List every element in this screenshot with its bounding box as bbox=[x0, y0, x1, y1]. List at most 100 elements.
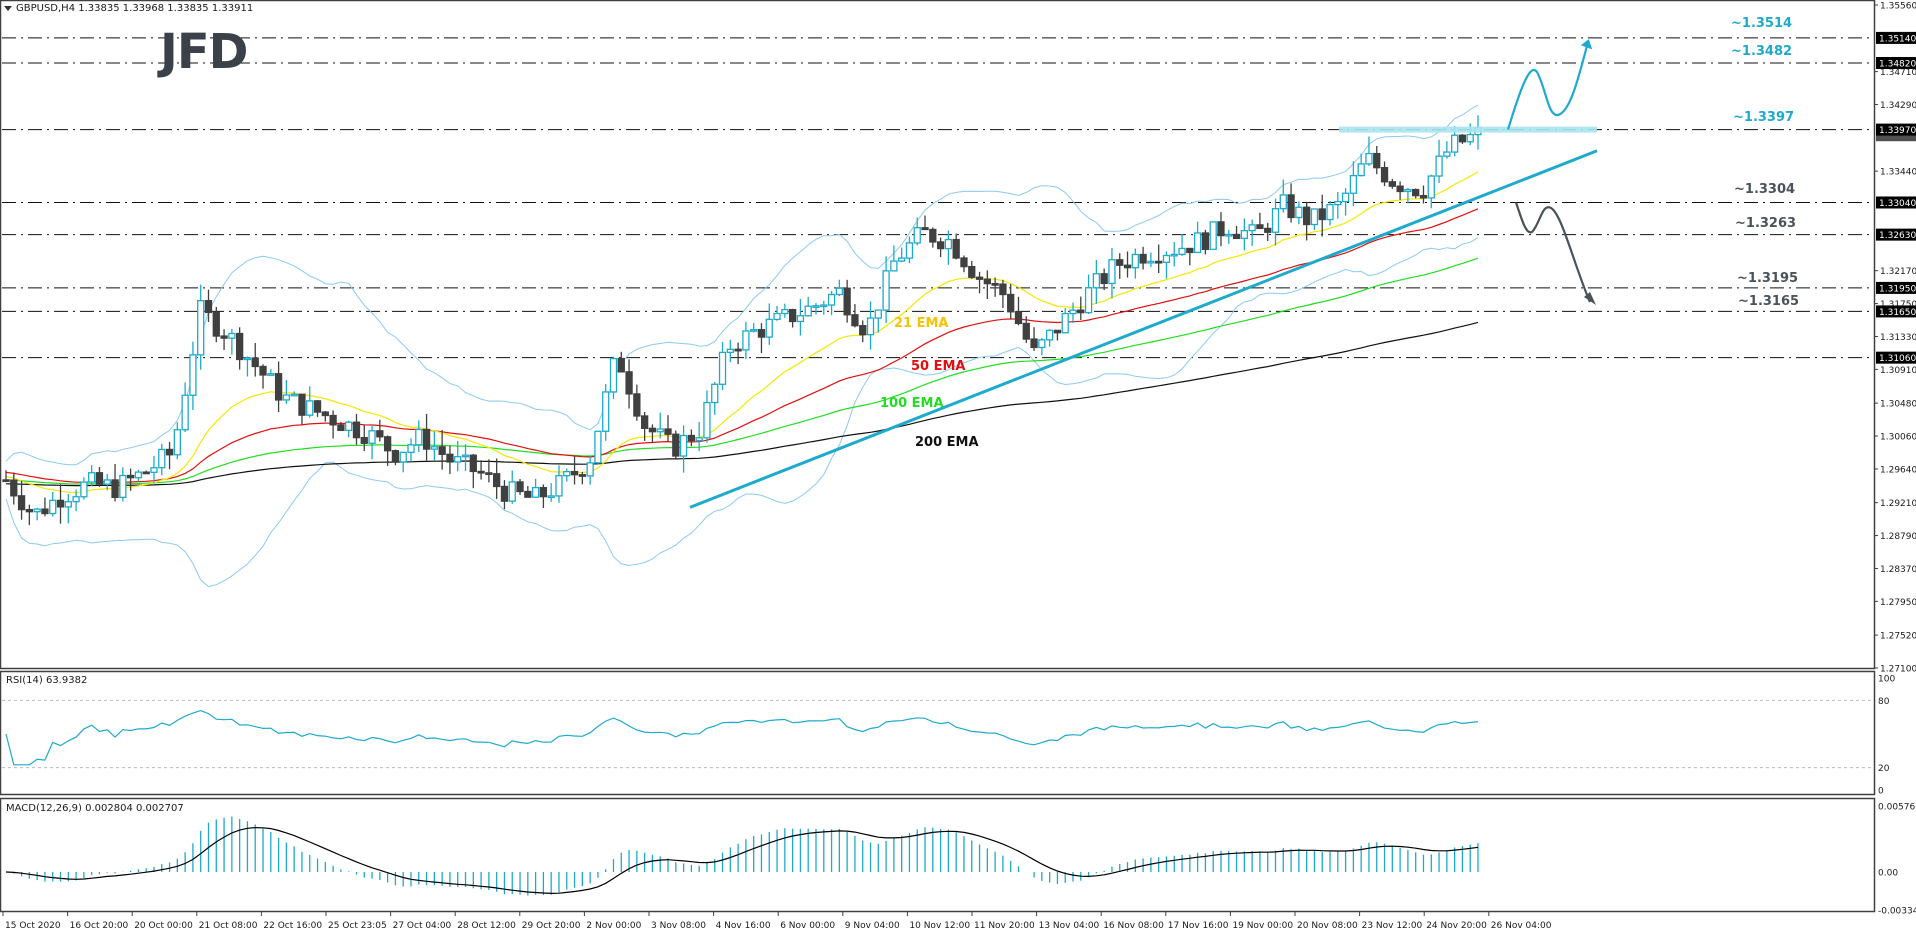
bear-candle[interactable] bbox=[298, 393, 306, 416]
bull-candle[interactable] bbox=[150, 467, 158, 473]
bear-candle[interactable] bbox=[10, 479, 18, 497]
bull-candle[interactable] bbox=[454, 456, 462, 463]
bull-candle[interactable] bbox=[586, 462, 594, 477]
bear-candle[interactable] bbox=[485, 472, 493, 476]
bear-candle[interactable] bbox=[274, 373, 283, 401]
bull-candle[interactable] bbox=[368, 430, 376, 444]
bear-candle[interactable] bbox=[734, 348, 742, 352]
bull-candle[interactable] bbox=[1038, 339, 1046, 349]
bull-candle[interactable] bbox=[345, 421, 353, 432]
bear-candle[interactable] bbox=[788, 308, 797, 323]
bull-candle[interactable] bbox=[1061, 312, 1069, 334]
bear-candle[interactable] bbox=[204, 300, 213, 314]
bull-candle[interactable] bbox=[430, 446, 439, 450]
bull-candle[interactable] bbox=[1450, 134, 1459, 153]
bear-candle[interactable] bbox=[1116, 259, 1124, 266]
bull-candle[interactable] bbox=[890, 260, 898, 272]
bull-candle[interactable] bbox=[547, 495, 555, 499]
bull-candle[interactable] bbox=[609, 357, 618, 393]
bull-candle[interactable] bbox=[1193, 232, 1202, 254]
bull-candle[interactable] bbox=[1170, 253, 1178, 257]
bear-candle[interactable] bbox=[329, 414, 337, 426]
bear-candle[interactable] bbox=[968, 265, 976, 278]
bull-candle[interactable] bbox=[1443, 151, 1451, 157]
bear-candle[interactable] bbox=[843, 287, 851, 316]
bull-candle[interactable] bbox=[835, 287, 844, 296]
bear-candle[interactable] bbox=[1077, 309, 1085, 314]
bull-candle[interactable] bbox=[1240, 229, 1248, 240]
bear-candle[interactable] bbox=[1380, 167, 1389, 183]
bull-candle[interactable] bbox=[726, 348, 734, 354]
uptrend-line[interactable] bbox=[689, 149, 1598, 509]
bull-candle[interactable] bbox=[1279, 194, 1287, 210]
bear-candle[interactable] bbox=[1201, 232, 1210, 250]
bear-candle[interactable] bbox=[757, 329, 766, 338]
bull-candle[interactable] bbox=[602, 391, 610, 432]
bull-candle[interactable] bbox=[898, 257, 906, 262]
bear-candle[interactable] bbox=[383, 436, 392, 452]
bear-candle[interactable] bbox=[1373, 152, 1381, 169]
bull-candle[interactable] bbox=[80, 481, 88, 498]
bear-candle[interactable] bbox=[1139, 253, 1147, 264]
bull-candle[interactable] bbox=[1271, 208, 1280, 233]
bull-candle[interactable] bbox=[1225, 233, 1233, 237]
bear-candle[interactable] bbox=[391, 450, 400, 463]
bear-candle[interactable] bbox=[1007, 293, 1015, 313]
bear-candle[interactable] bbox=[1419, 194, 1428, 199]
bear-candle[interactable] bbox=[111, 479, 119, 498]
bull-candle[interactable] bbox=[874, 309, 882, 319]
bear-candle[interactable] bbox=[236, 332, 244, 361]
bear-candle[interactable] bbox=[570, 470, 579, 476]
bull-candle[interactable] bbox=[72, 496, 80, 503]
bear-candle[interactable] bbox=[1303, 206, 1311, 226]
bear-candle[interactable] bbox=[1030, 338, 1038, 349]
bear-candle[interactable] bbox=[376, 430, 384, 438]
bull-candle[interactable] bbox=[228, 332, 236, 339]
bull-candle[interactable] bbox=[765, 318, 773, 338]
bull-candle[interactable] bbox=[594, 430, 602, 464]
bear-candle[interactable] bbox=[25, 508, 34, 513]
bear-candle[interactable] bbox=[672, 433, 680, 457]
bear-candle[interactable] bbox=[921, 227, 929, 231]
bear-candle[interactable] bbox=[17, 495, 26, 511]
bear-candle[interactable] bbox=[1155, 260, 1163, 264]
bull-candle[interactable] bbox=[555, 475, 563, 497]
bull-candle[interactable] bbox=[866, 317, 875, 336]
bear-candle[interactable] bbox=[1232, 233, 1241, 240]
bull-candle[interactable] bbox=[773, 312, 781, 321]
bull-candle[interactable] bbox=[33, 508, 41, 513]
bull-candle[interactable] bbox=[905, 242, 914, 259]
bear-candle[interactable] bbox=[999, 283, 1007, 296]
bull-candle[interactable] bbox=[1162, 254, 1171, 263]
bear-candle[interactable] bbox=[524, 490, 532, 498]
bull-candle[interactable] bbox=[1310, 208, 1319, 226]
bull-candle[interactable] bbox=[750, 329, 758, 332]
bull-candle[interactable] bbox=[64, 500, 72, 508]
bear-candle[interactable] bbox=[936, 241, 945, 250]
bull-candle[interactable] bbox=[407, 444, 415, 454]
bull-candle[interactable] bbox=[399, 451, 407, 463]
bull-candle[interactable] bbox=[804, 305, 812, 317]
bull-candle[interactable] bbox=[1069, 309, 1077, 315]
bear-candle[interactable] bbox=[1412, 188, 1420, 197]
bull-candle[interactable] bbox=[1131, 253, 1139, 269]
bear-candle[interactable] bbox=[41, 508, 49, 515]
bear-candle[interactable] bbox=[1396, 185, 1404, 193]
bull-candle[interactable] bbox=[1209, 221, 1217, 250]
bull-candle[interactable] bbox=[703, 401, 711, 439]
bear-candle[interactable] bbox=[1256, 224, 1264, 230]
bear-candle[interactable] bbox=[578, 474, 586, 477]
bull-candle[interactable] bbox=[944, 238, 953, 250]
bull-candle[interactable] bbox=[1357, 163, 1365, 177]
bear-candle[interactable] bbox=[1053, 329, 1062, 334]
bear-candle[interactable] bbox=[625, 371, 633, 395]
bear-candle[interactable] bbox=[259, 365, 267, 376]
bull-candle[interactable] bbox=[1341, 192, 1350, 203]
bear-candle[interactable] bbox=[1186, 247, 1194, 254]
bull-candle[interactable] bbox=[1326, 203, 1334, 221]
bull-candle[interactable] bbox=[508, 481, 516, 502]
bear-candle[interactable] bbox=[500, 485, 509, 502]
bull-candle[interactable] bbox=[88, 472, 96, 483]
